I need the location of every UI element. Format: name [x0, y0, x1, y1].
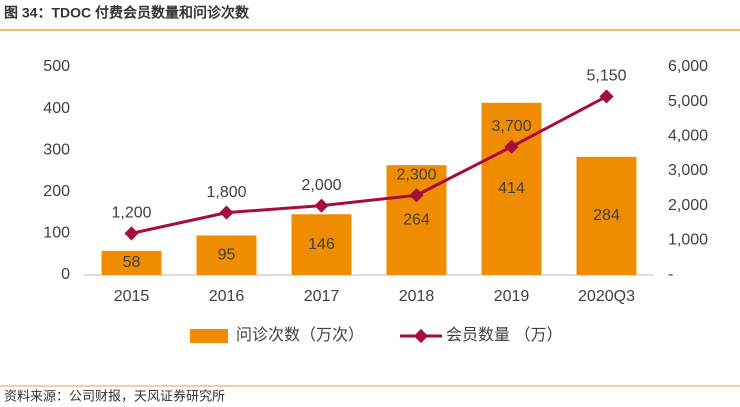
- line-value-label: 1,800: [206, 184, 246, 201]
- bar: [481, 102, 542, 275]
- bar: [196, 235, 257, 275]
- bar: [291, 214, 352, 275]
- y-tick-label: 500: [43, 58, 70, 75]
- x-tick-label: 2020Q3: [578, 288, 635, 305]
- x-tick-label: 2015: [114, 288, 150, 305]
- x-tick-label: 2017: [304, 288, 340, 305]
- y2-tick-label: 4,000: [668, 128, 708, 145]
- line-value-label: 5,150: [586, 68, 626, 85]
- line-value-label: 1,200: [111, 205, 151, 222]
- bar-value-label: 414: [498, 180, 525, 197]
- line-marker: [599, 89, 614, 104]
- y-tick-label: 100: [43, 225, 70, 242]
- line-value-label: 2,300: [396, 166, 436, 183]
- bar: [101, 250, 162, 275]
- bar: [576, 156, 637, 275]
- y-tick-label: 300: [43, 141, 70, 158]
- bar-value-label: 284: [593, 207, 620, 224]
- line-value-label: 3,700: [491, 118, 531, 135]
- x-tick-label: 2018: [399, 288, 435, 305]
- line-marker: [124, 226, 139, 241]
- source: 资料来源：公司财报，天风证券研究所: [4, 388, 225, 403]
- y2-tick-label: -: [668, 266, 673, 283]
- legend-label: 会员数量 （万）: [446, 326, 562, 344]
- line-marker: [504, 139, 519, 154]
- y2-tick-label: 1,000: [668, 232, 708, 249]
- bar-value-label: 146: [308, 236, 335, 253]
- y-tick-label: 200: [43, 183, 70, 200]
- y2-tick-label: 3,000: [668, 162, 708, 179]
- line-marker: [314, 198, 329, 213]
- bar-value-label: 58: [123, 254, 141, 271]
- x-tick-label: 2019: [494, 288, 530, 305]
- x-tick-label: 2016: [209, 288, 245, 305]
- bar-value-label: 264: [403, 211, 430, 228]
- y-tick-label: 0: [61, 266, 70, 283]
- line-marker: [219, 205, 234, 220]
- line: [131, 95, 608, 235]
- legend-swatch: [413, 328, 429, 344]
- legend-label: 问诊次数（万次）: [236, 326, 364, 344]
- legend-swatch: [190, 329, 228, 343]
- line-value-label: 2,000: [301, 177, 341, 194]
- y2-tick-label: 2,000: [668, 197, 708, 214]
- line-marker: [409, 188, 424, 203]
- bar-value-label: 95: [218, 246, 236, 263]
- y2-tick-label: 5,000: [668, 93, 708, 110]
- y-tick-label: 400: [43, 100, 70, 117]
- chart-title: 图 34：TDOC 付费会员数量和问诊次数: [4, 5, 250, 21]
- y2-tick-label: 6,000: [668, 58, 708, 75]
